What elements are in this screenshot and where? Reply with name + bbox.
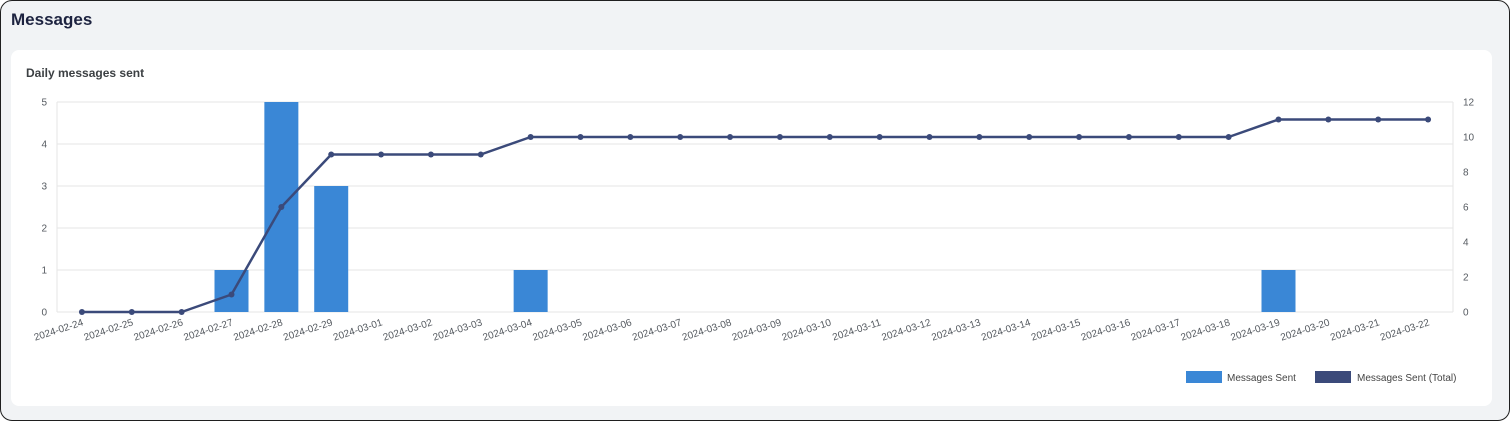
line-point [1076, 134, 1083, 140]
line-point [128, 309, 135, 315]
x-tick-label: 2024-03-21 [1329, 317, 1381, 343]
x-tick-label: 2024-03-06 [581, 317, 633, 343]
x-tick-label: 2024-03-12 [880, 317, 932, 343]
y-right-tick-label: 10 [1463, 133, 1475, 144]
x-tick-label: 2024-03-11 [831, 317, 883, 343]
x-tick-label: 2024-03-10 [781, 317, 833, 343]
line-point [1125, 134, 1132, 140]
line-point [1225, 134, 1232, 140]
line-point [926, 134, 933, 140]
line-point [427, 151, 434, 158]
line-point [1175, 134, 1182, 140]
y-left-tick-label: 5 [41, 98, 47, 109]
x-tick-label: 2024-02-28 [232, 317, 284, 343]
y-right-tick-label: 8 [1463, 168, 1469, 179]
line-point [1425, 116, 1432, 123]
x-tick-label: 2024-03-08 [681, 317, 733, 343]
legend-label-messages-sent: Messages Sent [1227, 373, 1296, 384]
line-point [378, 151, 385, 158]
x-tick-label: 2024-02-27 [182, 317, 234, 343]
line-point [876, 134, 883, 140]
y-left-tick-label: 4 [41, 140, 47, 151]
legend-swatch-messages-sent [1186, 371, 1222, 383]
x-tick-label: 2024-03-14 [980, 317, 1032, 343]
line-point [1026, 134, 1033, 140]
y-right-tick-label: 4 [1463, 238, 1469, 249]
bar [1261, 270, 1296, 312]
line-point [477, 151, 484, 158]
line-point [627, 134, 634, 140]
bar [214, 270, 249, 312]
y-left-tick-label: 3 [41, 182, 47, 193]
line-point [328, 151, 335, 158]
line-point [78, 309, 85, 315]
line-point [776, 134, 783, 140]
x-tick-label: 2024-03-19 [1229, 317, 1281, 343]
x-tick-label: 2024-03-07 [631, 317, 683, 343]
legend-label-messages-sent-total: Messages Sent (Total) [1357, 373, 1457, 384]
x-tick-label: 2024-03-22 [1379, 317, 1431, 343]
x-tick-label: 2024-03-15 [1030, 317, 1082, 343]
x-tick-label: 2024-03-05 [531, 317, 583, 343]
line-point [976, 134, 983, 140]
y-left-tick-label: 1 [41, 266, 47, 277]
y-right-tick-label: 12 [1463, 98, 1475, 109]
x-tick-label: 2024-03-17 [1130, 317, 1182, 343]
x-tick-label: 2024-03-13 [930, 317, 982, 343]
messages-chart: 0123450246810122024-02-242024-02-252024-… [33, 98, 1475, 385]
x-tick-label: 2024-02-26 [133, 317, 185, 343]
x-tick-label: 2024-03-20 [1279, 317, 1331, 343]
x-tick-label: 2024-03-03 [432, 317, 484, 343]
y-left-tick-label: 0 [41, 308, 47, 319]
line-point [1275, 116, 1282, 123]
line-point [677, 134, 684, 140]
y-right-tick-label: 2 [1463, 273, 1469, 284]
x-tick-label: 2024-03-04 [482, 317, 534, 343]
x-tick-label: 2024-02-25 [83, 317, 135, 343]
bar [314, 186, 349, 312]
line-point [727, 134, 734, 140]
x-tick-label: 2024-03-18 [1180, 317, 1232, 343]
legend-swatch-messages-sent-total [1315, 371, 1351, 383]
line-point [527, 134, 534, 140]
total-line [81, 118, 1429, 314]
page-title: Messages [11, 10, 93, 29]
x-tick-label: 2024-02-24 [33, 317, 85, 343]
x-tick-label: 2024-02-29 [282, 317, 334, 343]
line-point [278, 204, 285, 210]
x-tick-label: 2024-03-09 [731, 317, 783, 343]
y-right-tick-label: 0 [1463, 308, 1469, 319]
chart-card: Daily messages sent 0 1 2 3 4 5 0 2 4 6 8 10 12 2024-… [11, 50, 1492, 406]
line-point [1325, 116, 1332, 123]
x-tick-label: 2024-03-02 [382, 317, 434, 343]
y-left-tick-label: 2 [41, 224, 47, 235]
line-point [178, 309, 185, 315]
bar [513, 270, 548, 312]
line-point [1375, 116, 1382, 123]
x-tick-label: 2024-03-16 [1080, 317, 1132, 343]
line-point [577, 134, 584, 140]
x-tick-label: 2024-03-01 [332, 317, 384, 343]
line-point [826, 134, 833, 140]
chart-title: Daily messages sent [26, 66, 145, 80]
line-point [228, 291, 235, 298]
y-right-tick-label: 6 [1463, 203, 1469, 214]
